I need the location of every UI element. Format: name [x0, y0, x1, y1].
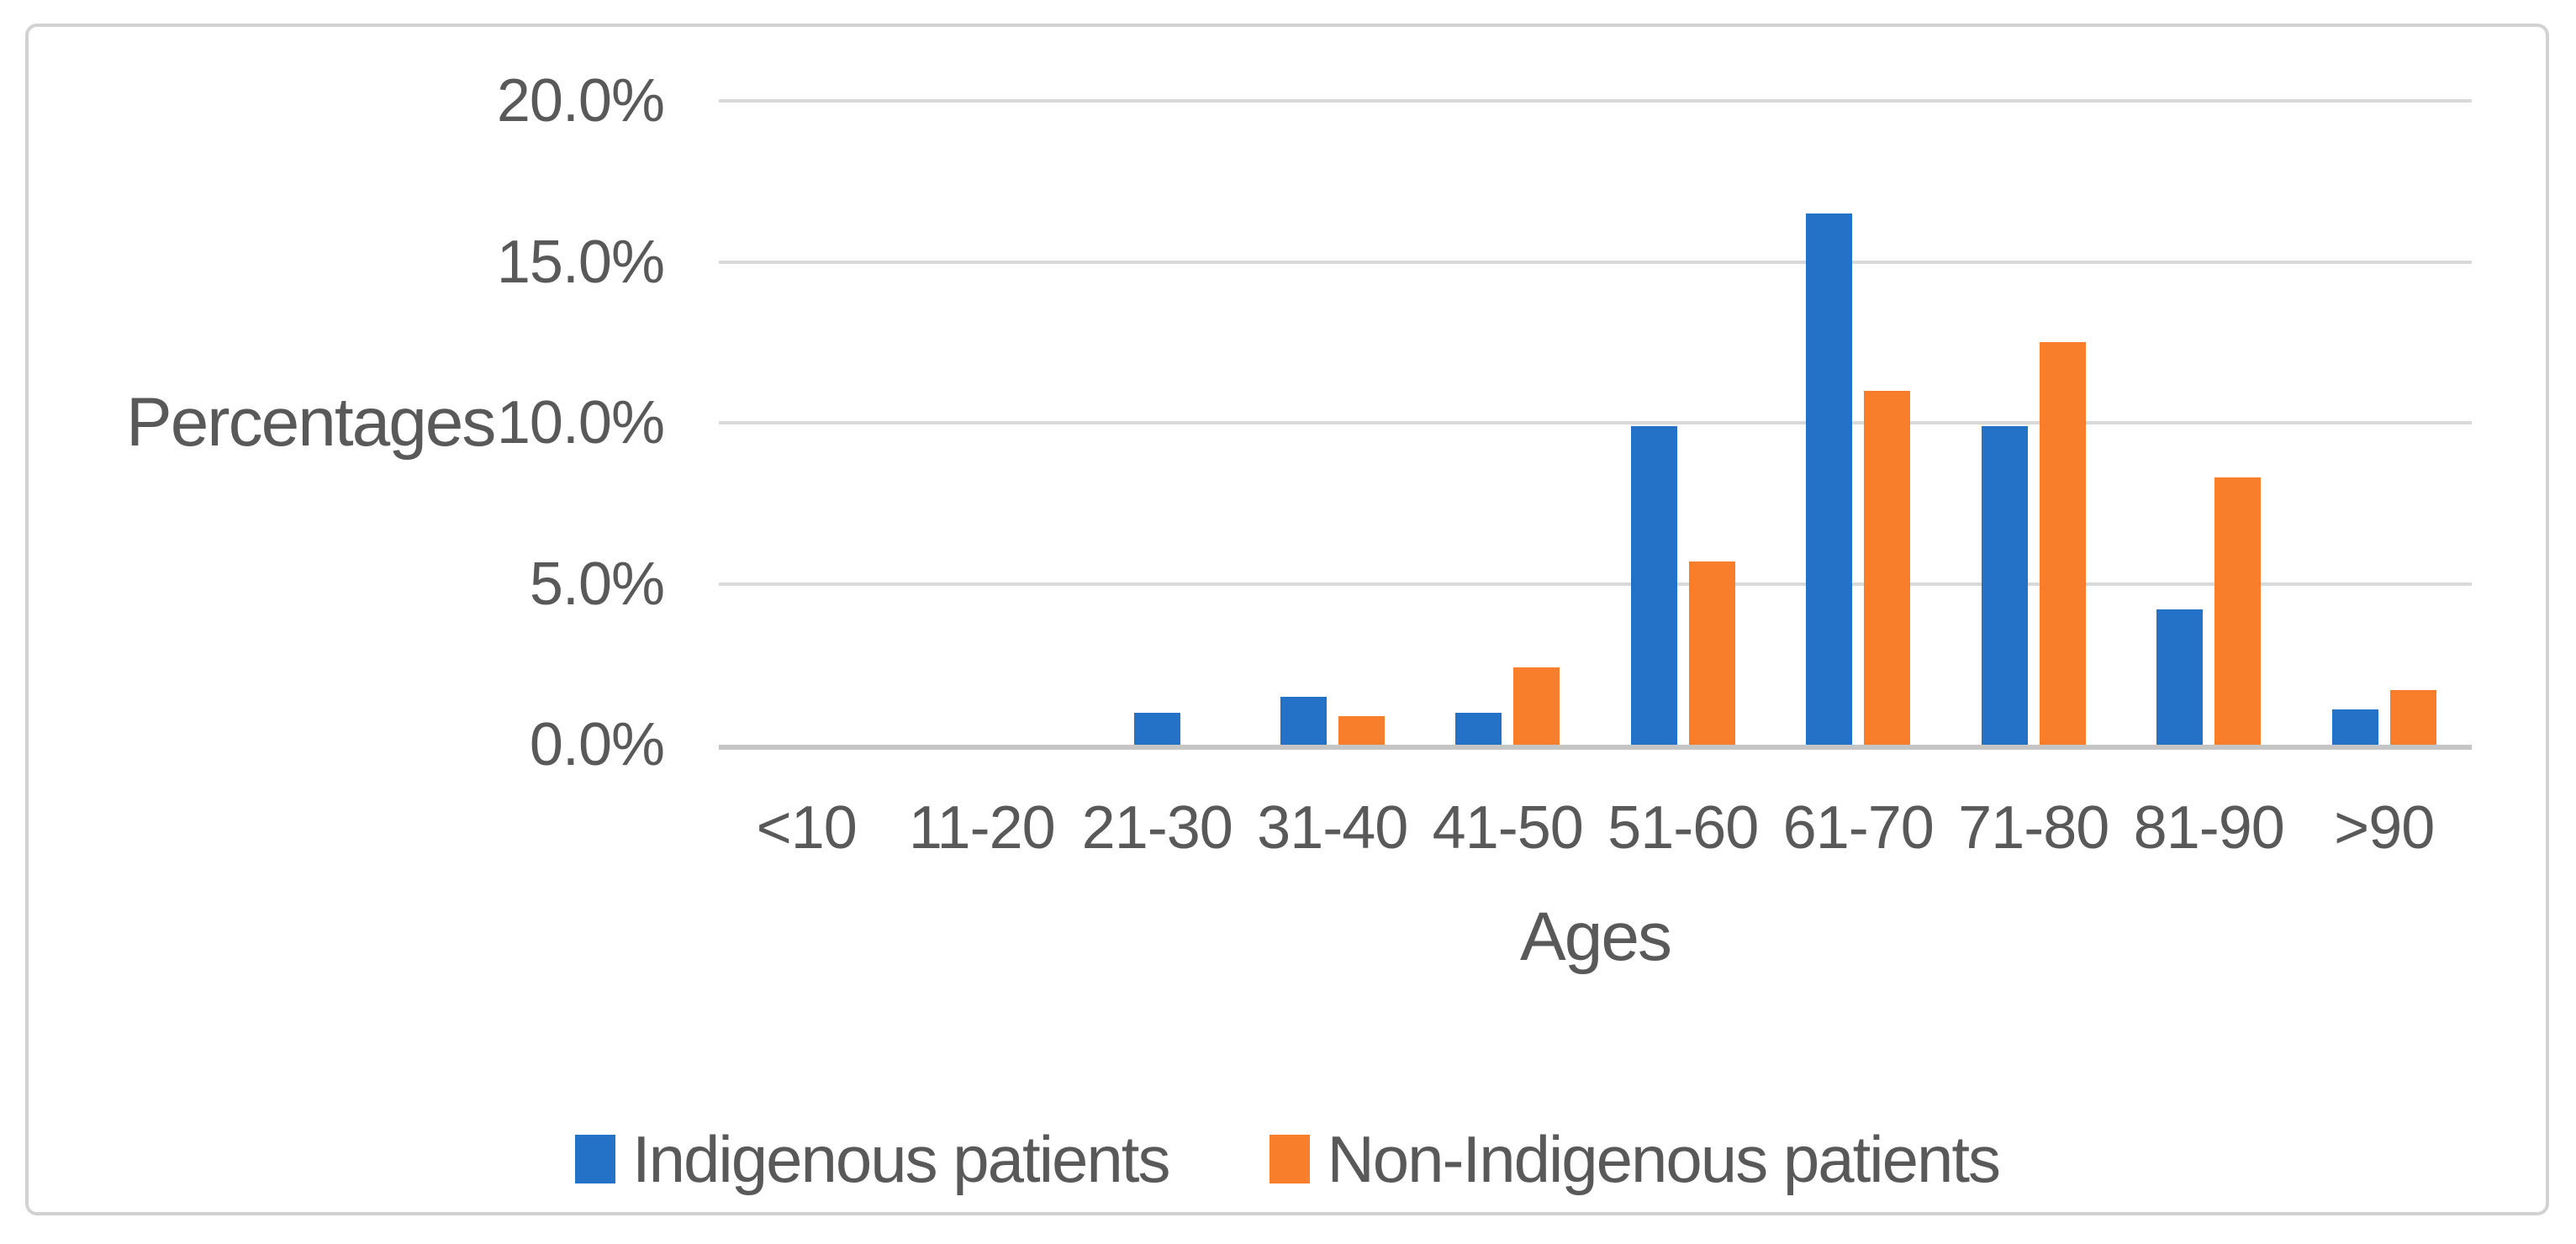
bar-indigenous-patients-81-90 [2156, 609, 2204, 745]
category-cluster-41-50 [1420, 101, 1596, 745]
category-cluster-61-70 [1771, 101, 1946, 745]
bar-indigenous-patients-71-80 [1981, 426, 2028, 745]
bar-non-indigenous-patients-90 [2389, 690, 2436, 745]
bar-indigenous-patients-41-50 [1455, 713, 1502, 745]
x-tick-label-11-20: 11-20 [908, 794, 1056, 862]
x-tick-label-10: <10 [756, 794, 858, 862]
category-cluster-71-80 [1946, 101, 2122, 745]
x-axis-line [719, 745, 2472, 750]
legend-item-non-indigenous-patients: Non-Indigenous patients [1270, 1120, 2001, 1198]
legend-item-indigenous-patients: Indigenous patients [574, 1120, 1171, 1198]
legend-swatch-indigenous-patients [574, 1135, 615, 1183]
x-tick-label-81-90: 81-90 [2133, 794, 2285, 862]
x-tick-label-41-50: 41-50 [1432, 794, 1584, 862]
x-tick-label-51-60: 51-60 [1607, 794, 1759, 862]
bar-non-indigenous-patients-61-70 [1864, 391, 1911, 745]
bar-non-indigenous-patients-71-80 [2039, 342, 2086, 745]
category-cluster-31-40 [1245, 101, 1421, 745]
legend-label-indigenous-patients: Indigenous patients [631, 1122, 1171, 1196]
bar-indigenous-patients-21-30 [1133, 713, 1180, 745]
y-tick-label-10-0: 10.0% [496, 389, 665, 456]
y-tick-label-5-0: 5.0% [529, 551, 665, 618]
gridline [719, 99, 2472, 103]
x-tick-label-71-80: 71-80 [1958, 794, 2109, 862]
bar-non-indigenous-patients-51-60 [1688, 561, 1735, 745]
bar-indigenous-patients-90 [2331, 709, 2378, 745]
gridline [719, 421, 2472, 424]
y-axis-tick-labels: 20.0% 15.0% 10.0% 5.0% 0.0% [29, 27, 665, 783]
x-tick-label-61-70: 61-70 [1782, 794, 1935, 862]
bar-non-indigenous-patients-41-50 [1513, 667, 1560, 745]
bar-indigenous-patients-51-60 [1630, 426, 1677, 745]
category-cluster-90 [2297, 101, 2473, 745]
x-axis-tick-labels: <10 11-20 21-30 31-40 41-50 51-60 61-70 71-80 81… [719, 790, 2472, 866]
bar-non-indigenous-patients-81-90 [2214, 477, 2262, 745]
category-cluster-11-20 [895, 101, 1070, 745]
x-tick-label-31-40: 31-40 [1257, 794, 1408, 862]
category-cluster-10 [719, 101, 895, 745]
category-cluster-21-30 [1069, 101, 1245, 745]
x-tick-label-21-30: 21-30 [1081, 794, 1233, 862]
gridline [719, 261, 2472, 264]
y-axis-title: Percentages [126, 384, 496, 461]
plot-area [719, 99, 2473, 750]
legend-label-non-indigenous-patients: Non-Indigenous patients [1327, 1122, 2001, 1196]
bar-indigenous-patients-61-70 [1806, 213, 1853, 745]
y-tick-label-20-0: 20.0% [496, 67, 665, 134]
bar-non-indigenous-patients-31-40 [1338, 716, 1385, 745]
category-cluster-51-60 [1596, 101, 1771, 745]
y-tick-label-15-0: 15.0% [496, 229, 665, 296]
category-cluster-81-90 [2121, 101, 2297, 745]
y-tick-label-0-0: 0.0% [529, 711, 665, 778]
bar-indigenous-patients-31-40 [1280, 697, 1327, 745]
gridline [719, 582, 2472, 586]
chart-figure-frame: Percentages 20.0% 15.0% 10.0% 5.0% 0.0% <10 1… [25, 24, 2549, 1215]
legend-swatch-non-indigenous-patients [1270, 1135, 1311, 1183]
x-axis-title: Ages [1520, 899, 1672, 975]
legend: Indigenous patients Non-Indigenous patien… [29, 1113, 2546, 1205]
x-tick-label-90: >90 [2334, 794, 2435, 862]
